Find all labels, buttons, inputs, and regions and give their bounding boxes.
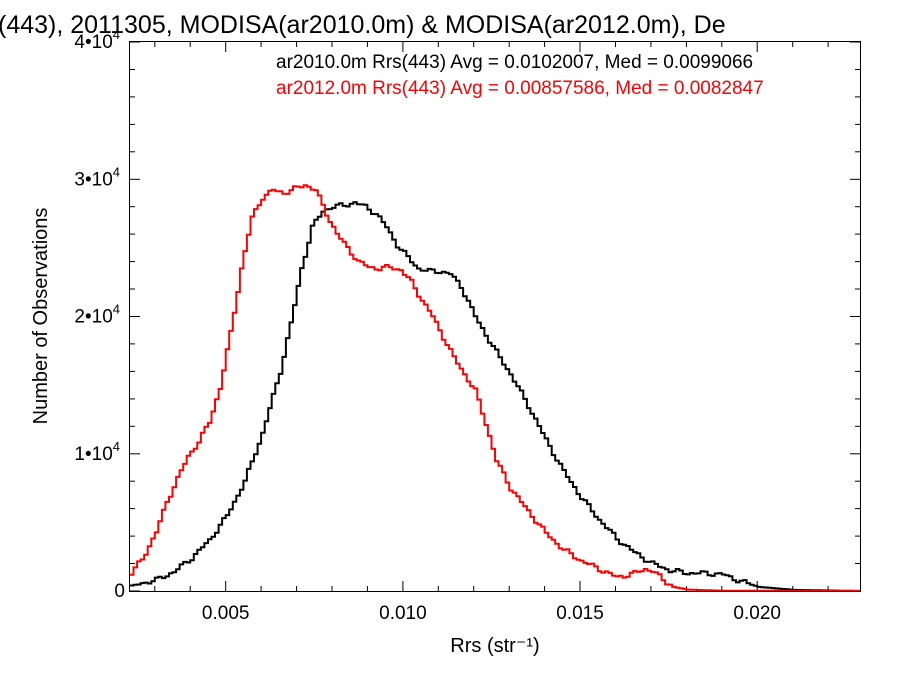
plot-frame	[129, 41, 861, 592]
y-tick-label: 3•104	[74, 164, 120, 190]
x-axis-title: Rrs (str⁻¹)	[450, 635, 539, 657]
series-ar2012-histogram	[130, 184, 860, 592]
x-tick-label: 0.010	[379, 603, 427, 624]
series-layer	[130, 184, 861, 592]
x-tick-label: 0.005	[202, 603, 250, 624]
y-tick-label: 0	[114, 581, 125, 602]
x-tick-label: 0.020	[733, 603, 781, 624]
legend-entry-ar2010: ar2010.0m Rrs(443) Avg = 0.0102007, Med …	[276, 52, 753, 73]
legend-entry-ar2012: ar2012.0m Rrs(443) Avg = 0.00857586, Med…	[276, 78, 764, 99]
series-ar2010-histogram	[130, 201, 861, 592]
y-tick-label: 4•104	[74, 27, 120, 53]
x-tick-labels: 0.005 0.010 0.015 0.020	[202, 603, 781, 624]
y-tick-labels: 0 1•104 2•104 3•104 4•104	[74, 27, 125, 602]
y-tick-label: 2•104	[74, 302, 120, 328]
chart-title: (443), 2011305, MODISA(ar2010.0m) & MODI…	[0, 11, 726, 39]
y-axis-title: Number of Observations	[30, 208, 52, 425]
y-tick-label: 1•104	[74, 439, 120, 465]
x-tick-label: 0.015	[556, 603, 604, 624]
